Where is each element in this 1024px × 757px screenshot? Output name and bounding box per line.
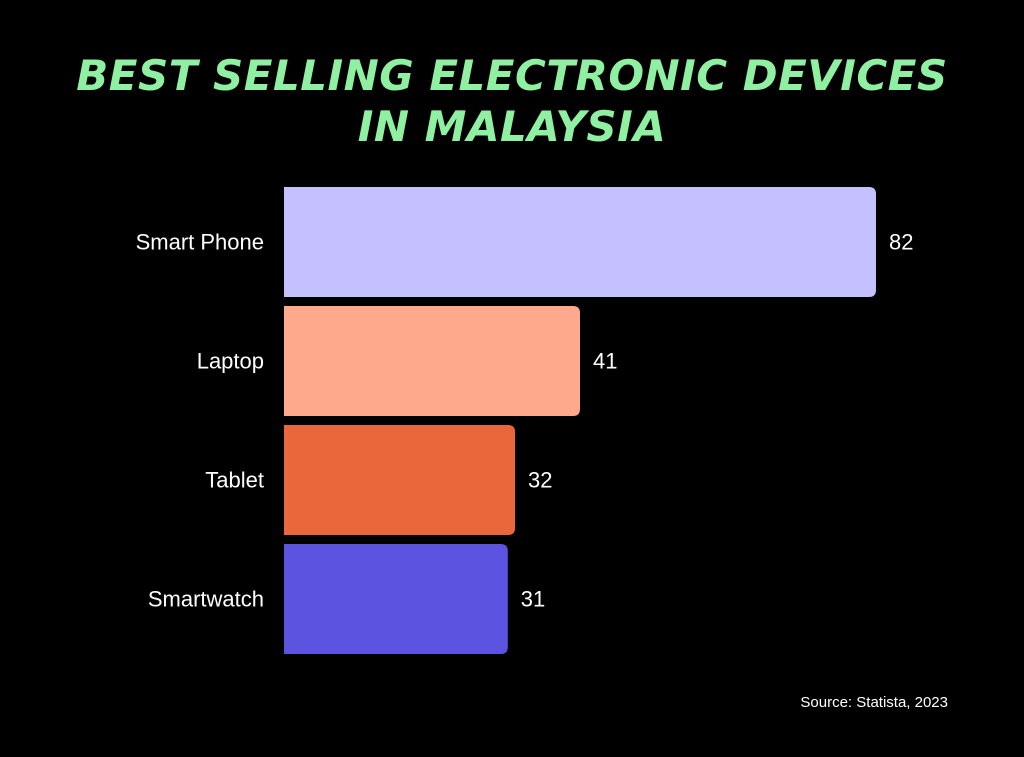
category-label-smartwatch: Smartwatch [148, 587, 264, 612]
chart-title: BEST SELLING ELECTRONIC DEVICES IN MALAY… [0, 50, 1024, 152]
chart-title-line-2: IN MALAYSIA [357, 102, 667, 151]
category-label-tablet: Tablet [205, 468, 264, 493]
bar-smart-phone [284, 187, 876, 297]
source-note: Source: Statista, 2023 [800, 694, 948, 711]
category-label-laptop: Laptop [197, 349, 264, 374]
bar-laptop [284, 306, 580, 416]
value-label-smart-phone: 82 [889, 230, 913, 255]
value-label-smartwatch: 31 [521, 587, 545, 612]
value-label-laptop: 41 [593, 349, 617, 374]
bar-smartwatch [284, 544, 508, 654]
category-label-smart-phone: Smart Phone [136, 230, 264, 255]
value-label-tablet: 32 [528, 468, 552, 493]
chart-title-line-1: BEST SELLING ELECTRONIC DEVICES [76, 51, 948, 100]
bar-tablet [284, 425, 516, 535]
